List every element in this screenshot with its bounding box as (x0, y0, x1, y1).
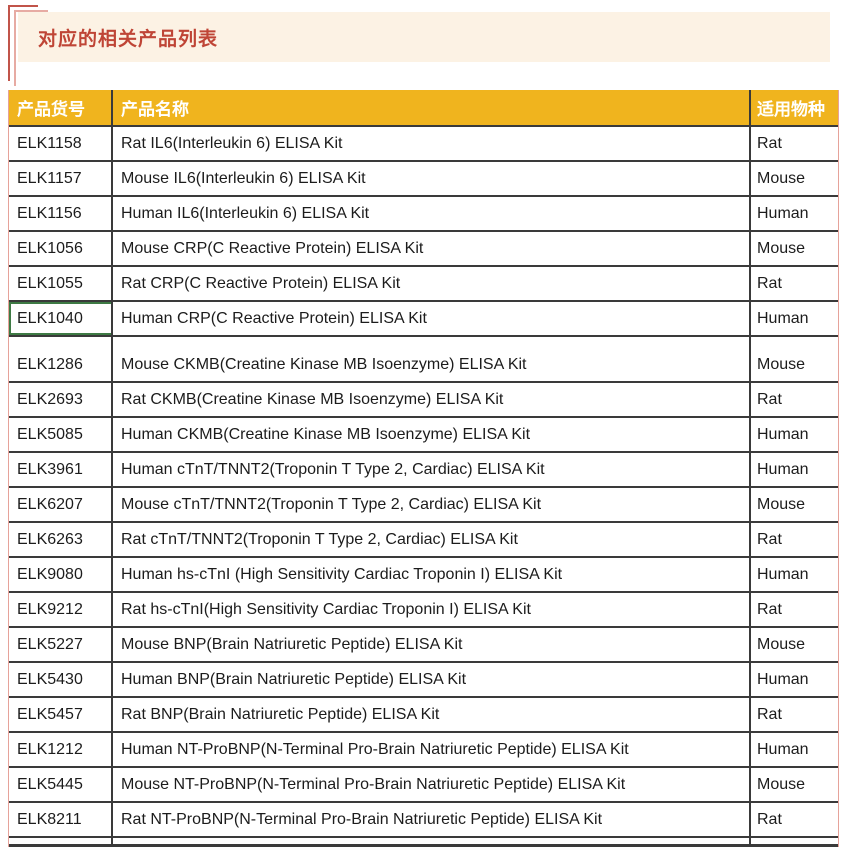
cell-product-code[interactable]: ELK5430 (17, 670, 83, 688)
cell-product-code[interactable]: ELK1212 (17, 740, 83, 758)
cell-species[interactable]: Mouse (749, 162, 838, 195)
cell-product-name[interactable]: Human CRP(C Reactive Protein) ELISA Kit (111, 302, 749, 335)
cell-product-name[interactable]: Human hs-cTnI (High Sensitivity Cardiac … (111, 558, 749, 591)
table-row: ELK1156 Human IL6(Interleukin 6) ELISA Ki… (9, 197, 838, 232)
cell-product-name[interactable]: Mouse cTnT/TNNT2(Troponin T Type 2, Card… (111, 488, 749, 521)
cell-product-name[interactable]: Rat cTnT/TNNT2(Troponin T Type 2, Cardia… (111, 523, 749, 556)
cell-product-name[interactable]: Mouse IL6(Interleukin 6) ELISA Kit (111, 162, 749, 195)
cell-product-name[interactable]: Human NT-ProBNP(N-Terminal Pro-Brain Nat… (111, 733, 749, 766)
gap-cell (9, 337, 111, 348)
table-row: ELK5457 Rat BNP(Brain Natriuretic Peptide… (9, 698, 838, 733)
product-table: 产品货号 产品名称 适用物种 ELK1158 Rat IL6(Interleuki… (8, 90, 839, 847)
cell-product-name[interactable]: Rat NT-ProBNP(N-Terminal Pro-Brain Natri… (111, 803, 749, 836)
cell-product-code[interactable]: ELK1158 (17, 134, 82, 152)
table-row: ELK1286 Mouse CKMB(Creatine Kinase MB Iso… (9, 348, 838, 383)
cell-species[interactable]: Mouse (749, 768, 838, 801)
table-row: ELK8211 Rat NT-ProBNP(N-Terminal Pro-Brai… (9, 803, 838, 838)
cell-product-code[interactable]: ELK5085 (17, 425, 83, 443)
cell-species[interactable]: Mouse (749, 348, 838, 381)
cell-species[interactable]: Rat (749, 593, 838, 626)
table-row: ELK6263 Rat cTnT/TNNT2(Troponin T Type 2,… (9, 523, 838, 558)
cell-species[interactable]: Mouse (749, 488, 838, 521)
cell-product-code[interactable]: ELK1055 (17, 274, 83, 292)
table-row: ELK5085 Human CKMB(Creatine Kinase MB Iso… (9, 418, 838, 453)
table-row: ELK3961 Human cTnT/TNNT2(Troponin T Type … (9, 453, 838, 488)
cell-product-code[interactable]: ELK1286 (17, 355, 83, 373)
cell-species[interactable]: Rat (749, 698, 838, 731)
table-row: ELK9080 Human hs-cTnI (High Sensitivity C… (9, 558, 838, 593)
table-row: ELK5227 Mouse BNP(Brain Natriuretic Pepti… (9, 628, 838, 663)
table-row: ELK6207 Mouse cTnT/TNNT2(Troponin T Type … (9, 488, 838, 523)
section-title: 对应的相关产品列表 (38, 28, 219, 50)
cell-product-name[interactable]: Human BNP(Brain Natriuretic Peptide) ELI… (111, 663, 749, 696)
cell-species[interactable]: Mouse (749, 628, 838, 661)
table-section-gap-row (9, 337, 838, 348)
cell-product-code[interactable]: ELK6263 (17, 530, 83, 548)
table-header-row: 产品货号 产品名称 适用物种 (9, 90, 838, 127)
cell-product-name[interactable]: Rat BNP(Brain Natriuretic Peptide) ELISA… (111, 698, 749, 731)
cell-species[interactable]: Human (749, 558, 838, 591)
cell-species[interactable]: Rat (749, 803, 838, 836)
cell-product-name[interactable]: Human CKMB(Creatine Kinase MB Isoenzyme)… (111, 418, 749, 451)
corner-decoration-outer-bracket (8, 5, 38, 81)
cell-product-code[interactable]: ELK1056 (17, 239, 83, 257)
cell-species[interactable]: Human (749, 302, 838, 335)
cell-product-name[interactable]: Rat IL6(Interleukin 6) ELISA Kit (111, 127, 749, 160)
cell-species[interactable]: Human (749, 197, 838, 230)
cell-species[interactable]: Rat (749, 267, 838, 300)
cell-species[interactable]: Human (749, 733, 838, 766)
cell-product-code[interactable]: ELK8211 (17, 810, 82, 828)
cell-product-name[interactable]: Rat CKMB(Creatine Kinase MB Isoenzyme) E… (111, 383, 749, 416)
cell-product-code[interactable]: ELK1157 (17, 169, 82, 187)
table-row: ELK1040 Human CRP(C Reactive Protein) ELI… (9, 302, 838, 337)
corner-decoration-inner-bracket (14, 10, 48, 86)
cell-product-code[interactable]: ELK2693 (17, 390, 83, 408)
cell-species[interactable]: Human (749, 418, 838, 451)
cell-species[interactable]: Human (749, 453, 838, 486)
cell-species[interactable]: Rat (749, 127, 838, 160)
table-row: ELK5445 Mouse NT-ProBNP(N-Terminal Pro-Br… (9, 768, 838, 803)
cell-product-code[interactable]: ELK3961 (17, 460, 83, 478)
cell-product-name[interactable]: Human cTnT/TNNT2(Troponin T Type 2, Card… (111, 453, 749, 486)
cell-product-code[interactable]: ELK5457 (17, 705, 83, 723)
column-header-code[interactable]: 产品货号 (17, 100, 85, 119)
table-row: ELK2693 Rat CKMB(Creatine Kinase MB Isoen… (9, 383, 838, 418)
cell-species[interactable]: Rat (749, 523, 838, 556)
table-row: ELK5430 Human BNP(Brain Natriuretic Pepti… (9, 663, 838, 698)
gap-cell (111, 337, 749, 348)
cell-product-name[interactable]: Rat CRP(C Reactive Protein) ELISA Kit (111, 267, 749, 300)
cell-species[interactable]: Rat (749, 383, 838, 416)
table-row: ELK1212 Human NT-ProBNP(N-Terminal Pro-Br… (9, 733, 838, 768)
table-row: ELK1056 Mouse CRP(C Reactive Protein) ELI… (9, 232, 838, 267)
table-row: ELK9212 Rat hs-cTnI(High Sensitivity Card… (9, 593, 838, 628)
cell-species[interactable]: Human (749, 663, 838, 696)
cell-product-code[interactable]: ELK1156 (17, 204, 82, 222)
section-banner: 对应的相关产品列表 (18, 12, 830, 62)
cell-product-name[interactable]: Rat hs-cTnI(High Sensitivity Cardiac Tro… (111, 593, 749, 626)
cell-product-name[interactable]: Mouse BNP(Brain Natriuretic Peptide) ELI… (111, 628, 749, 661)
table-row: ELK1158 Rat IL6(Interleukin 6) ELISA Kit R… (9, 127, 838, 162)
cell-product-name[interactable]: Mouse CKMB(Creatine Kinase MB Isoenzyme)… (111, 348, 749, 381)
column-header-species[interactable]: 适用物种 (749, 90, 838, 125)
column-header-name[interactable]: 产品名称 (111, 90, 749, 125)
cell-species[interactable]: Mouse (749, 232, 838, 265)
cell-product-name[interactable]: Mouse NT-ProBNP(N-Terminal Pro-Brain Nat… (111, 768, 749, 801)
cell-product-code[interactable]: ELK5445 (17, 775, 83, 793)
table-row: ELK1055 Rat CRP(C Reactive Protein) ELISA… (9, 267, 838, 302)
table-row: ELK1157 Mouse IL6(Interleukin 6) ELISA Ki… (9, 162, 838, 197)
cell-product-code[interactable]: ELK1040 (9, 302, 111, 335)
cell-product-code[interactable]: ELK6207 (17, 495, 83, 513)
gap-cell (749, 337, 838, 348)
next-section-top-border (9, 844, 838, 847)
cell-product-code[interactable]: ELK5227 (17, 635, 83, 653)
cell-product-code[interactable]: ELK9080 (17, 565, 83, 583)
cell-product-code[interactable]: ELK9212 (17, 600, 83, 618)
cell-product-name[interactable]: Human IL6(Interleukin 6) ELISA Kit (111, 197, 749, 230)
cell-product-name[interactable]: Mouse CRP(C Reactive Protein) ELISA Kit (111, 232, 749, 265)
table-bottom-gap-row (9, 838, 838, 844)
product-table-body: ELK1158 Rat IL6(Interleukin 6) ELISA Kit R… (9, 127, 838, 838)
